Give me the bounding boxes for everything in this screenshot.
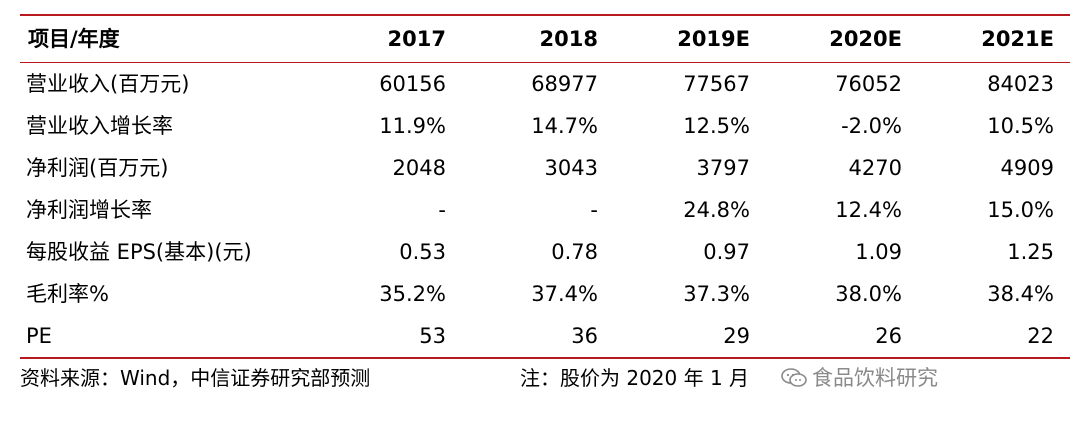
table-row: 净利润(百万元) 2048 3043 3797 4270 4909 [20, 147, 1070, 189]
table-cell: 37.3% [683, 282, 750, 306]
header-cell-2017: 2017 [310, 16, 462, 63]
row-label: 净利润(百万元) [26, 156, 169, 180]
table-cell: 1.09 [855, 240, 902, 264]
row-label: 营业收入增长率 [26, 114, 173, 138]
table-row: 净利润增长率 - - 24.8% 12.4% 15.0% [20, 189, 1070, 231]
source-note: 资料来源：Wind，中信证券研究部预测 [20, 366, 371, 390]
table-cell: 38.4% [987, 282, 1054, 306]
table-cell: -2.0% [841, 114, 902, 138]
table-cell: 12.5% [683, 114, 750, 138]
table-cell: 37.4% [531, 282, 598, 306]
table-cell: 60156 [379, 72, 446, 96]
financial-table: 项目/年度 2017 2018 2019E 2020E 2021E 营业收入(百… [20, 14, 1070, 359]
table-cell: - [438, 198, 446, 222]
table-cell: 2048 [392, 156, 446, 180]
table-row: PE 53 36 29 26 22 [20, 315, 1070, 357]
table-cell: 84023 [987, 72, 1054, 96]
table-cell: 68977 [531, 72, 598, 96]
header-cell-2019e: 2019E [614, 16, 766, 63]
table-cell: 12.4% [835, 198, 902, 222]
watermark: 食品饮料研究 [780, 360, 938, 396]
table-bottom-rule [20, 357, 1070, 359]
table-cell: 3797 [696, 156, 750, 180]
table-row: 营业收入(百万元) 60156 68977 77567 76052 84023 [20, 63, 1070, 106]
table-cell: 76052 [835, 72, 902, 96]
header-cell-2020e: 2020E [766, 16, 918, 63]
table-cell: 26 [875, 324, 902, 348]
wechat-icon [781, 368, 807, 387]
table-cell: 1.25 [1007, 240, 1054, 264]
table-cell: 3043 [544, 156, 598, 180]
header-cell-2018: 2018 [462, 16, 614, 63]
table-cell: 0.78 [551, 240, 598, 264]
table-cell: 0.53 [399, 240, 446, 264]
row-label: 营业收入(百万元) [26, 72, 190, 96]
table-cell: 36 [571, 324, 598, 348]
row-label: 毛利率% [26, 282, 109, 306]
table-footer: 资料来源：Wind，中信证券研究部预测 注：股价为 2020 年 1 月 食品饮… [20, 360, 1070, 396]
table-cell: 53 [419, 324, 446, 348]
table-cell: 38.0% [835, 282, 902, 306]
table-cell: - [590, 198, 598, 222]
row-label: 每股收益 EPS(基本)(元) [26, 240, 252, 264]
table-cell: 15.0% [987, 198, 1054, 222]
price-note: 注：股价为 2020 年 1 月 [520, 366, 750, 390]
table-cell: 0.97 [703, 240, 750, 264]
table-cell: 10.5% [987, 114, 1054, 138]
table-row: 营业收入增长率 11.9% 14.7% 12.5% -2.0% 10.5% [20, 105, 1070, 147]
table-cell: 77567 [683, 72, 750, 96]
table-header-row: 项目/年度 2017 2018 2019E 2020E 2021E [20, 16, 1070, 63]
header-cell-label: 项目/年度 [20, 16, 310, 63]
header-cell-2021e: 2021E [918, 16, 1070, 63]
table-cell: 4270 [848, 156, 902, 180]
row-label: 净利润增长率 [26, 198, 152, 222]
table-cell: 4909 [1000, 156, 1054, 180]
watermark-text: 食品饮料研究 [812, 366, 938, 390]
table-cell: 22 [1027, 324, 1054, 348]
table-cell: 35.2% [379, 282, 446, 306]
table-row: 毛利率% 35.2% 37.4% 37.3% 38.0% 38.4% [20, 273, 1070, 315]
table-cell: 29 [723, 324, 750, 348]
forecast-table: 项目/年度 2017 2018 2019E 2020E 2021E 营业收入(百… [20, 16, 1070, 357]
table-cell: 14.7% [531, 114, 598, 138]
table-top-rule [20, 14, 1070, 16]
table-cell: 24.8% [683, 198, 750, 222]
row-label: PE [26, 324, 52, 348]
table-cell: 11.9% [379, 114, 446, 138]
table-row: 每股收益 EPS(基本)(元) 0.53 0.78 0.97 1.09 1.25 [20, 231, 1070, 273]
